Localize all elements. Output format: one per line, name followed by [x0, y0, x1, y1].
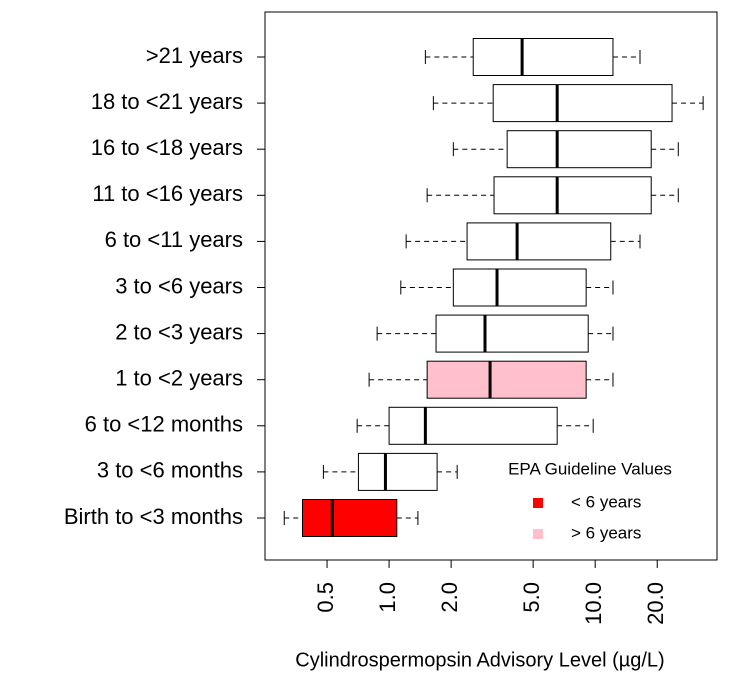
y-tick-label: 11 to <16 years — [92, 181, 243, 206]
y-tick-label: Birth to <3 months — [64, 504, 243, 529]
y-tick-label: >21 years — [146, 43, 243, 68]
x-tick-label: 1.0 — [375, 582, 400, 613]
x-tick-label: 10.0 — [581, 582, 606, 625]
y-tick-label: 6 to <11 years — [105, 227, 243, 252]
x-tick-label: 0.5 — [313, 582, 338, 613]
legend-swatch — [533, 498, 543, 508]
legend-label: > 6 years — [571, 523, 641, 542]
y-tick-label: 16 to <18 years — [91, 135, 243, 160]
x-axis-label: Cylindrospermopsin Advisory Level (µg/L) — [295, 649, 664, 671]
plot-frame — [264, 11, 718, 561]
box — [452, 268, 587, 307]
box — [301, 499, 398, 537]
box — [388, 406, 558, 445]
box — [466, 222, 612, 261]
box — [426, 360, 587, 399]
y-tick-label: 2 to <3 years — [115, 319, 243, 344]
legend-title: EPA Guideline Values — [508, 459, 672, 478]
legend-swatch — [533, 529, 543, 539]
box — [493, 176, 652, 215]
x-tick-label: 2.0 — [437, 582, 462, 613]
y-tick-label: 3 to <6 years — [115, 273, 243, 298]
box — [492, 84, 673, 123]
y-tick-label: 1 to <2 years — [115, 366, 243, 391]
x-tick-label: 5.0 — [519, 582, 544, 613]
box — [472, 38, 614, 76]
y-tick-label: 18 to <21 years — [91, 89, 243, 114]
y-tick-label: 6 to <12 months — [85, 412, 243, 437]
box — [435, 314, 589, 353]
legend-label: < 6 years — [571, 492, 641, 511]
box — [506, 130, 652, 169]
x-tick-label: 20.0 — [643, 582, 668, 625]
y-tick-label: 3 to <6 months — [97, 458, 243, 483]
box — [357, 452, 438, 491]
